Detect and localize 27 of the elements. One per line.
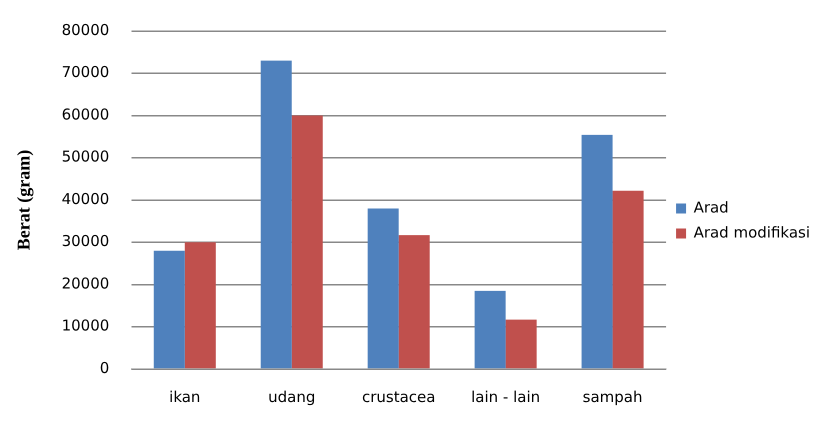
bar <box>582 134 613 368</box>
bar <box>260 60 292 368</box>
bar <box>292 116 323 368</box>
y-tick-label: 40000 <box>62 190 110 208</box>
y-tick-label: 30000 <box>62 232 110 250</box>
y-axis-title: Berat (gram) <box>13 150 34 250</box>
bar <box>154 250 185 368</box>
bar <box>368 208 399 368</box>
y-tick-label: 80000 <box>62 20 110 39</box>
x-tick-label: sampah <box>582 388 643 406</box>
y-tick-label: 20000 <box>62 274 110 292</box>
x-tick-label: crustacea <box>362 388 436 406</box>
bar <box>184 242 216 368</box>
y-tick-label: 50000 <box>62 148 110 166</box>
bar <box>612 190 644 368</box>
bar <box>398 235 430 368</box>
x-tick-label: udang <box>268 388 316 406</box>
y-tick-label: 10000 <box>62 316 110 335</box>
y-tick-label: 0 <box>100 358 110 377</box>
y-tick-label: 60000 <box>62 105 110 124</box>
bar <box>474 290 506 368</box>
x-tick-label: ikan <box>169 388 200 406</box>
legend-label: Arad <box>694 198 729 216</box>
bar <box>506 320 537 368</box>
x-tick-label: lain - lain <box>471 388 540 406</box>
y-tick-label: 70000 <box>62 63 110 82</box>
legend-label: Arad modifikasi <box>694 223 810 242</box>
